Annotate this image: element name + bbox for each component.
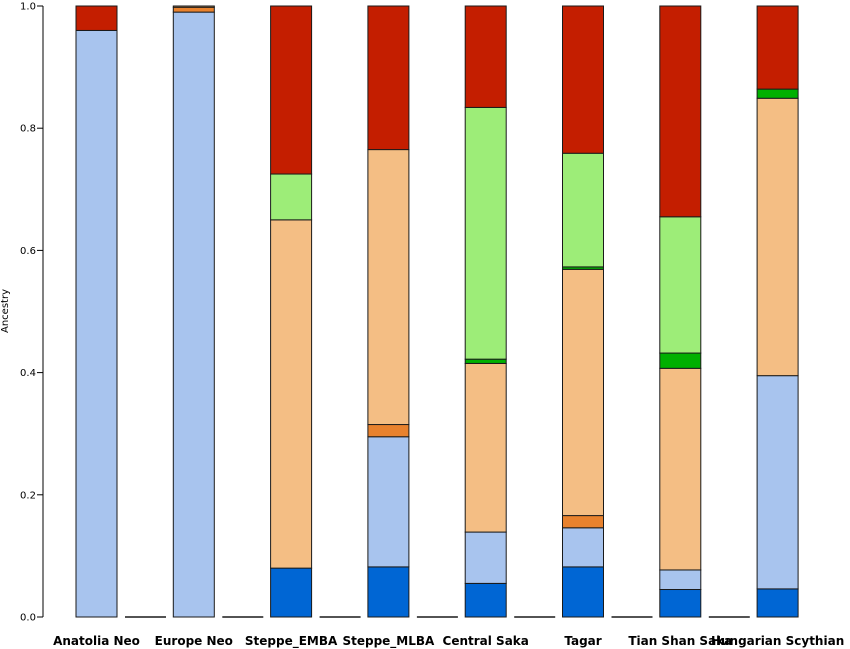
bar-segment xyxy=(562,515,604,529)
y-tick-label: 0.0 xyxy=(20,613,36,624)
bar-segment xyxy=(659,352,702,369)
y-tick-label: 0.6 xyxy=(20,246,36,257)
bar-segment xyxy=(367,424,410,438)
bar-segment xyxy=(75,5,118,31)
y-axis-title: Ancestry xyxy=(0,289,11,333)
bar-segment xyxy=(464,5,507,108)
category-label: Tagar xyxy=(564,634,601,648)
bar-segment xyxy=(659,569,702,591)
y-tick-label: 1.0 xyxy=(20,2,36,13)
bar-segment xyxy=(270,219,313,569)
bar-segment xyxy=(270,567,313,618)
category-label: Hungarian Scythian xyxy=(711,634,844,648)
bar-segment xyxy=(172,11,215,618)
bar-segment xyxy=(659,5,702,218)
bar-segment xyxy=(464,362,507,533)
category-label: Anatolia Neo xyxy=(53,634,140,648)
category-label: Europe Neo xyxy=(155,634,233,648)
bar-segment xyxy=(172,5,215,8)
category-label: Steppe_MLBA xyxy=(342,634,435,649)
bar-segment xyxy=(756,375,799,590)
bar-segment xyxy=(172,6,215,13)
bar-segment xyxy=(562,152,604,268)
bar-segment xyxy=(464,582,507,618)
bar-segment xyxy=(367,566,410,618)
bar-segment xyxy=(562,527,604,568)
bar-segment xyxy=(659,589,702,618)
bar-segment xyxy=(367,436,410,568)
bar-segment xyxy=(756,588,799,618)
bar-segment xyxy=(756,88,799,99)
bars xyxy=(75,5,799,618)
y-tick-label: 0.8 xyxy=(20,124,36,135)
category-labels: Anatolia Neo Europe Neo Steppe_EMBA Steppe_… xyxy=(53,634,844,649)
bar-segment xyxy=(562,566,604,618)
bar-segment xyxy=(756,5,799,90)
bar-segment xyxy=(562,268,604,517)
bar-segment xyxy=(367,149,410,426)
bar-segment xyxy=(562,5,604,154)
category-label: Steppe_EMBA xyxy=(245,634,338,649)
y-axis: 0.0 0.2 0.4 0.6 0.8 1.0 xyxy=(20,2,44,624)
bar-segment xyxy=(270,173,313,221)
bar-segment xyxy=(464,531,507,584)
category-label: Tian Shan Saka xyxy=(628,634,732,648)
bar-segment xyxy=(367,5,410,151)
category-label: Central Saka xyxy=(443,634,529,648)
bar-segment xyxy=(659,216,702,354)
bar-segment xyxy=(464,106,507,360)
y-tick-label: 0.2 xyxy=(20,490,36,501)
bar-segment xyxy=(464,358,507,364)
bar-segment xyxy=(659,367,702,571)
bar-segment xyxy=(75,29,118,618)
y-tick-label: 0.4 xyxy=(20,368,36,379)
bar-segment xyxy=(270,5,313,175)
bar-segment xyxy=(756,97,799,377)
